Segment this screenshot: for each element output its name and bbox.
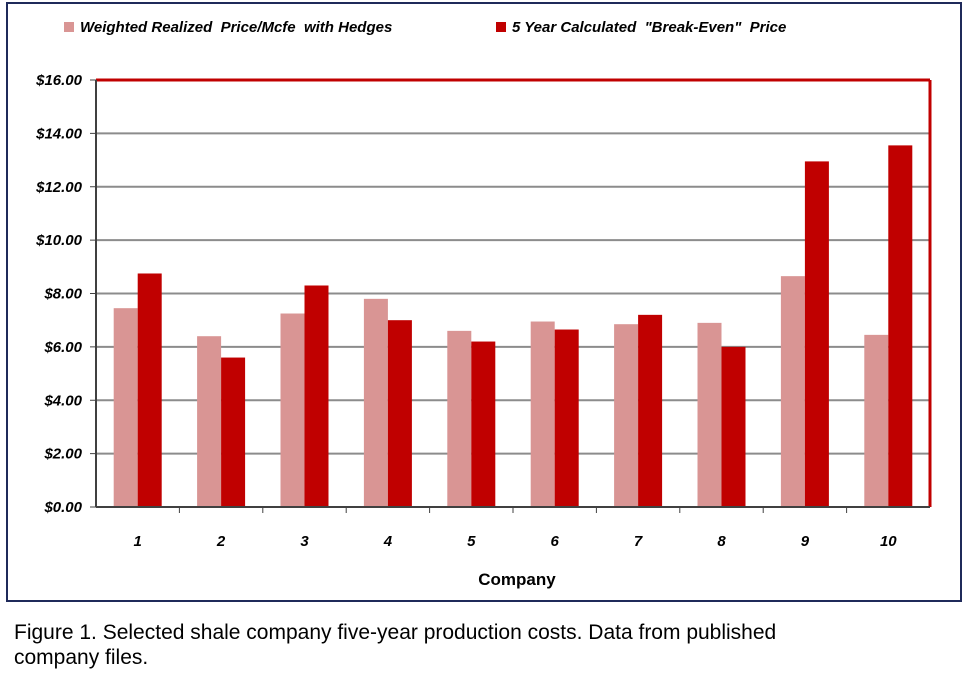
bar: [638, 314, 663, 507]
bar: [221, 357, 246, 507]
caption-line-1: Figure 1. Selected shale company five-ye…: [14, 621, 777, 644]
bar: [447, 330, 472, 507]
y-tick-label: $4.00: [43, 392, 82, 409]
y-tick-label: $14.00: [35, 125, 83, 142]
bar: [614, 324, 639, 507]
y-tick-label: $8.00: [43, 286, 82, 303]
chart-frame: Weighted Realized Price/Mcfe with Hedges…: [6, 2, 962, 602]
bar: [197, 336, 222, 507]
axes: [95, 78, 932, 508]
y-tick-label: $16.00: [35, 72, 83, 89]
x-tick-label: 6: [551, 533, 560, 550]
x-tick-label: 1: [134, 533, 142, 550]
y-tick-label: $0.00: [43, 499, 82, 516]
y-tick-label: $6.00: [43, 339, 82, 356]
x-tick-label: 4: [383, 533, 393, 550]
legend: Weighted Realized Price/Mcfe with Hedges…: [64, 19, 786, 36]
x-axis-ticks: 1 2 3 4 5 6 7 8 9 10: [134, 507, 897, 550]
bar: [363, 298, 388, 507]
y-tick-label: $10.00: [35, 232, 83, 249]
bar: [280, 313, 305, 507]
legend-label: 5 Year Calculated "Break-Even" Price: [512, 19, 786, 36]
x-tick-label: 9: [801, 533, 810, 550]
x-tick-label: 2: [216, 533, 226, 550]
x-tick-label: 3: [300, 533, 309, 550]
bar: [471, 341, 496, 507]
x-tick-label: 10: [880, 533, 897, 550]
bar: [721, 346, 746, 507]
y-axis-ticks: $0.00 $2.00 $4.00 $6.00 $8.00 $10.00 $12.00 $14…: [35, 72, 96, 516]
bar: [554, 329, 579, 507]
bar: [387, 320, 412, 507]
bar: [697, 322, 722, 507]
bar: [888, 145, 913, 507]
bar: [530, 321, 555, 507]
bar: [113, 308, 138, 507]
legend-label: Weighted Realized Price/Mcfe with Hedges: [80, 19, 392, 36]
x-axis-title: Company: [478, 570, 556, 589]
legend-swatch: [64, 22, 74, 32]
x-tick-label: 5: [467, 533, 476, 550]
bar: [864, 334, 889, 507]
bar: [137, 273, 162, 507]
caption-line-2: company files.: [14, 646, 149, 669]
y-tick-label: $2.00: [43, 446, 82, 463]
bar: [780, 276, 805, 507]
x-tick-label: 7: [634, 533, 643, 550]
y-tick-label: $12.00: [35, 179, 83, 196]
bar: [304, 285, 329, 507]
bar-chart: Weighted Realized Price/Mcfe with Hedges…: [35, 19, 932, 589]
bar: [804, 161, 829, 507]
bars: [113, 145, 913, 507]
figure-caption: Figure 1. Selected shale company five-ye…: [14, 620, 954, 670]
x-tick-label: 8: [717, 533, 726, 550]
legend-swatch: [496, 22, 506, 32]
